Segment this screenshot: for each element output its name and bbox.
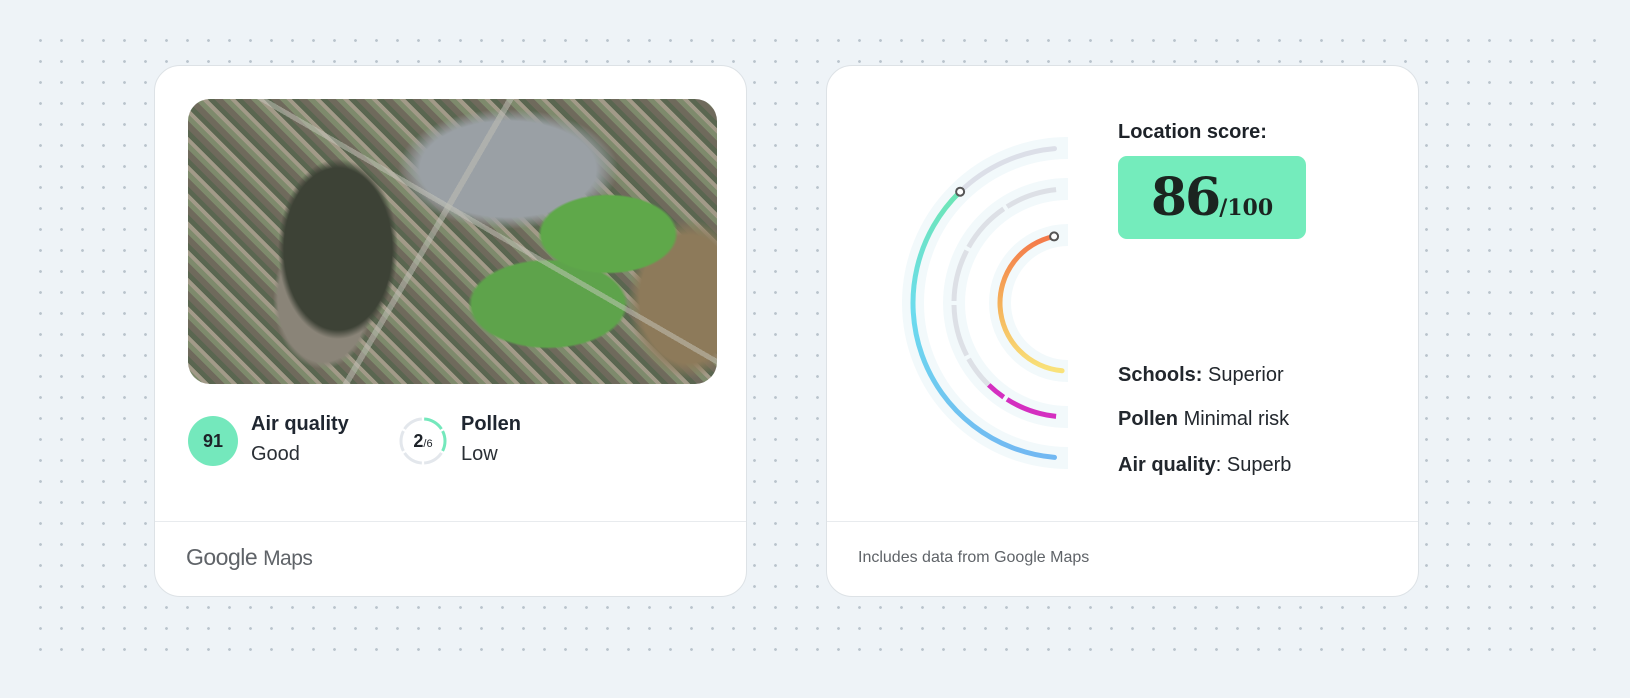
pollen-arc-segment — [1005, 397, 1057, 419]
location-score-card: Location score: 86/100 Schools: Superior… — [826, 65, 1419, 597]
legend-name: Pollen — [1118, 408, 1179, 430]
air-quality-arc — [910, 189, 1057, 460]
legend-sep: : — [1215, 454, 1222, 476]
location-score-label: Location score: — [1118, 121, 1267, 143]
air-quality-track — [957, 146, 1057, 195]
legend-value: Superior — [1208, 364, 1284, 386]
legend-schools: Schools: Superior — [1118, 364, 1284, 387]
pollen-ring-segment — [399, 430, 405, 452]
pollen-arc-segment — [986, 383, 1006, 400]
legend-value: Superb — [1226, 454, 1292, 476]
pollen-status: Low — [461, 443, 498, 465]
pollen-title: Pollen — [461, 413, 522, 435]
pollen-track-segment — [1005, 187, 1057, 209]
pollen-max: /6 — [423, 437, 433, 450]
air-pollen-card: 91 Air quality Good 2/6 Pollen Low Googl… — [154, 65, 747, 597]
legend-pollen: Pollen Minimal risk — [1118, 408, 1289, 431]
pollen-track-segment — [966, 206, 1006, 249]
air-quality-badge: 91 — [188, 416, 238, 466]
arc-halo — [943, 178, 1069, 428]
pollen-ring-segment — [441, 430, 447, 452]
divider — [155, 521, 746, 522]
pollen-track-segment — [951, 304, 969, 357]
legend-name: Schools: — [1118, 364, 1203, 386]
logo-maps: Maps — [263, 547, 313, 570]
google-maps-logo: Google Maps — [186, 544, 313, 571]
satellite-map-image[interactable] — [188, 99, 717, 384]
pollen-value: 2/6 — [398, 416, 448, 466]
pollen-level: 2 — [413, 430, 424, 451]
pollen-ring — [399, 417, 447, 465]
score-arcs-chart — [902, 137, 1069, 469]
pollen-track-segment — [951, 249, 969, 302]
pollen-ring-segment — [403, 417, 423, 430]
air-quality-title: Air quality — [251, 413, 349, 435]
pollen-ring-segment — [403, 452, 423, 465]
arc-halo — [989, 224, 1069, 382]
location-score-badge: 86/100 — [1118, 156, 1306, 239]
logo-google: Google — [186, 544, 258, 570]
air-quality-status: Good — [251, 443, 300, 465]
pollen-ring-segment — [423, 452, 443, 465]
pollen-track-segment — [966, 357, 991, 387]
legend-name: Air quality — [1118, 454, 1216, 476]
air-quality-marker — [955, 186, 966, 197]
legend-air-quality: Air quality: Superb — [1118, 454, 1291, 477]
attribution-text: Includes data from Google Maps — [858, 549, 1090, 566]
legend-value: Minimal risk — [1183, 408, 1290, 430]
pollen-ring-segment — [423, 417, 443, 430]
divider — [827, 521, 1418, 522]
schools-arc — [997, 233, 1065, 374]
schools-marker — [1049, 231, 1060, 242]
score-value: 86 — [1150, 167, 1221, 228]
score-max: /100 — [1219, 194, 1274, 221]
